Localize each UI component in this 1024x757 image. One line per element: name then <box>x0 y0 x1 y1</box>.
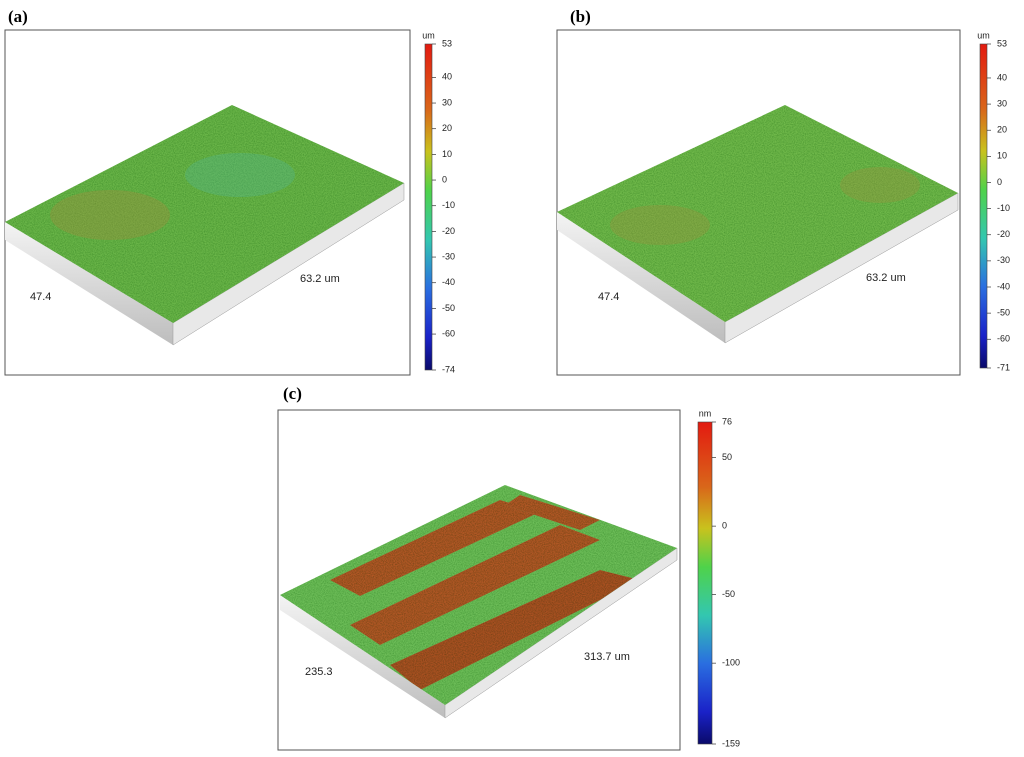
length-label: 63.2 um <box>866 272 906 284</box>
colorbar-tick-label: -40 <box>442 277 455 287</box>
colorbar-tick-label: 53 <box>997 38 1007 48</box>
colorbar-tick-label: -30 <box>997 255 1010 265</box>
colorbar-tick-label: -10 <box>997 203 1010 213</box>
colorbar-tick-label: 40 <box>997 72 1007 82</box>
colorbar-tick-label: 40 <box>442 72 452 82</box>
colorbar-tick-label: -50 <box>722 589 735 599</box>
colorbar-tick-label: 53 <box>442 38 452 48</box>
colorbar-tick-label: -74 <box>442 364 455 374</box>
colorbar-tick-label: 20 <box>997 125 1007 135</box>
panel-frame <box>277 409 681 751</box>
panel-label: (a) <box>8 7 28 26</box>
colorbar-tick-label: -30 <box>442 251 455 261</box>
colorbar-tick-label: -20 <box>442 226 455 236</box>
colorbar-tick-label: 50 <box>722 452 732 462</box>
surface-side <box>280 595 445 718</box>
colorbar-unit: um <box>977 30 990 40</box>
colorbar-tick-label: 10 <box>997 151 1007 161</box>
panel-label: (c) <box>283 384 302 403</box>
width-label: 235.3 <box>305 666 333 678</box>
colorbar-tick-label: 10 <box>442 149 452 159</box>
width-label: 47.4 <box>30 291 51 303</box>
length-label: 313.7 um <box>584 651 630 663</box>
panel-frame <box>4 29 411 376</box>
colorbar-tick-label: 20 <box>442 123 452 133</box>
colorbar-tick-label: -60 <box>997 334 1010 344</box>
width-label: 47.4 <box>598 291 619 303</box>
colorbar-tick-label: -159 <box>722 738 740 748</box>
surface-side <box>172 182 405 346</box>
colorbar <box>979 43 988 369</box>
surface-ridges <box>330 495 640 690</box>
colorbar-tick-label: -60 <box>442 328 455 338</box>
colorbar-tick-label: 0 <box>442 174 447 184</box>
colorbar-tick-label: -20 <box>997 229 1010 239</box>
colorbar-tick-label: 0 <box>722 521 727 531</box>
colorbar-tick-label: -50 <box>442 303 455 313</box>
surface-side <box>5 222 173 345</box>
panel-frame <box>556 29 961 376</box>
surface <box>5 105 404 323</box>
colorbar-tick-label: 0 <box>997 177 1002 187</box>
colorbar <box>697 421 713 745</box>
surface-feature <box>610 205 710 245</box>
colorbar-unit: nm <box>699 408 712 418</box>
length-label: 63.2 um <box>300 273 340 285</box>
surface-feature <box>185 153 295 197</box>
colorbar-tick-label: 76 <box>722 416 732 426</box>
colorbar-tick-label: -100 <box>722 658 740 668</box>
colorbar-tick-label: -71 <box>997 362 1010 372</box>
colorbar-tick-label: 30 <box>442 97 452 107</box>
surface-side <box>557 212 725 343</box>
panel-label: (b) <box>570 7 591 26</box>
surface-feature <box>840 167 920 203</box>
colorbar-tick-label: -10 <box>442 200 455 210</box>
surface <box>557 105 958 322</box>
colorbar-tick-label: -50 <box>997 308 1010 318</box>
surface-feature <box>50 190 170 240</box>
colorbar-tick-label: -40 <box>997 281 1010 291</box>
colorbar-tick-label: 30 <box>997 98 1007 108</box>
colorbar-unit: um <box>422 30 435 40</box>
colorbar <box>424 43 433 371</box>
